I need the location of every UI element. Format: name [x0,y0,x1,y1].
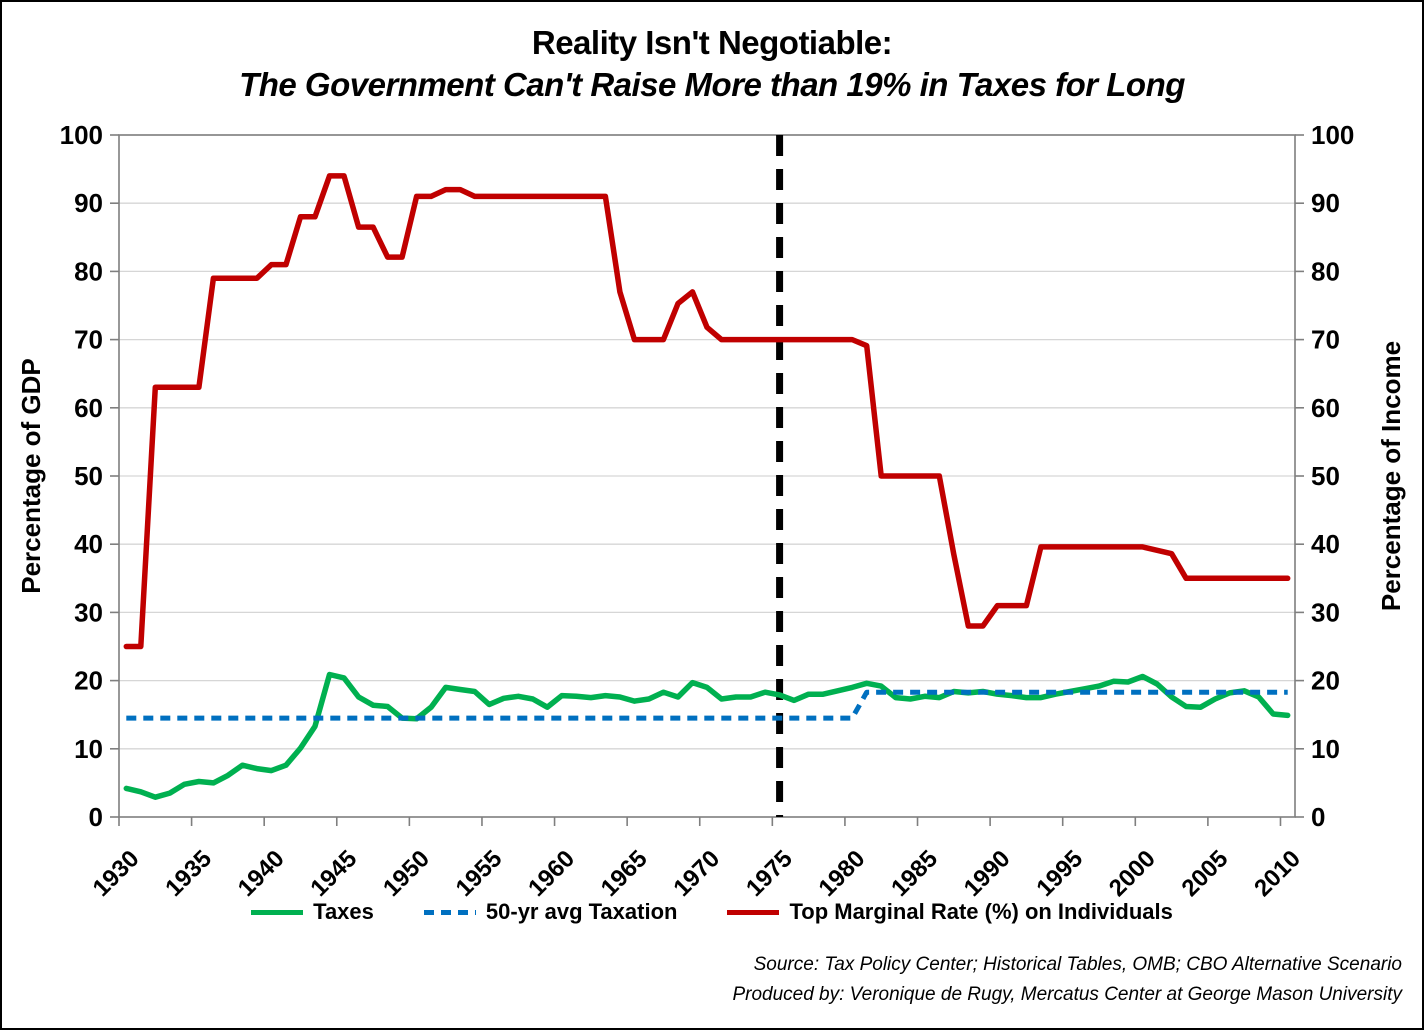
right-axis-tick-label: 20 [1311,666,1340,696]
left-axis-title: Percentage of GDP [16,358,46,594]
x-axis-tick-label: 1960 [523,845,580,902]
source-line2: Produced by: Veronique de Rugy, Mercatus… [732,984,1402,1006]
taxes-line-swatch-icon [251,909,304,915]
legend-item-top-marginal-rate: Top Marginal Rate (%) on Individuals [727,899,1173,925]
right-axis-tick-label: 50 [1311,461,1340,491]
left-axis-tick-label: 70 [74,325,103,355]
legend: Taxes 50-yr avg Taxation Top Marginal Ra… [2,899,1422,925]
series-layer [123,173,1291,800]
axis-labels-layer: 0 0 10 10 20 20 30 30 40 40 50 50 60 60 70 70 80 80 90 90 10… [60,120,1355,902]
x-axis-tick-label: 1970 [668,845,725,902]
legend-label-top-marginal-rate: Top Marginal Rate (%) on Individuals [789,899,1173,924]
x-axis-tick-label: 1965 [596,845,653,902]
x-axis-tick-label: 1930 [88,845,145,902]
x-axis-tick-label: 1945 [305,845,362,902]
avg-taxation-dashed-line-swatch-icon [423,909,476,915]
x-axis-tick-label: 1995 [1031,845,1088,902]
right-axis-tick-label: 100 [1311,120,1354,150]
right-axis-tick-label: 80 [1311,256,1340,286]
legend-item-taxes: Taxes [251,899,374,925]
legend-label-avg-taxation: 50-yr avg Taxation [485,899,678,924]
right-axis-tick-label: 40 [1311,529,1340,559]
left-axis-tick-label: 40 [74,529,103,559]
left-axis-tick-label: 0 [89,802,103,832]
x-axis-tick-label: 2005 [1177,845,1234,902]
left-axis-tick-label: 90 [74,188,103,218]
x-axis-tick-label: 1940 [233,845,290,902]
x-axis-tick-label: 1975 [741,845,798,902]
right-axis-tick-label: 90 [1311,188,1340,218]
ticks-layer [110,134,1304,826]
legend-label-taxes: Taxes [313,899,374,924]
x-axis-tick-label: 1985 [886,845,943,902]
right-axis-tick-label: 0 [1311,802,1325,832]
source-line1: Source: Tax Policy Center; Historical Ta… [753,954,1402,975]
x-axis-tick-label: 1950 [378,845,435,902]
left-axis-tick-label: 10 [74,734,103,764]
left-axis-tick-label: 60 [74,393,103,423]
chart-title-line1: Reality Isn't Negotiable: [531,24,893,61]
x-axis-tick-label: 2010 [1249,845,1306,902]
left-axis-tick-label: 100 [60,120,103,150]
right-axis-tick-label: 10 [1311,734,1340,764]
series-line-taxes [123,671,1291,800]
chart-title-line2: The Government Can't Raise More than 19%… [239,66,1185,104]
right-axis-tick-label: 70 [1311,325,1340,355]
x-axis-tick-label: 2000 [1104,845,1161,902]
top-marginal-rate-line-swatch-icon [727,909,780,915]
x-axis-tick-label: 1990 [959,845,1016,902]
right-axis-tick-label: 60 [1311,393,1340,423]
source-credits: Source: Tax Policy Center; Historical Ta… [732,950,1402,1011]
left-axis-tick-label: 80 [74,256,103,286]
series-line-50-yr-avg-taxation [126,689,1288,721]
chart-title: Reality Isn't Negotiable: The Government… [2,22,1422,106]
x-axis-tick-label: 1980 [814,845,871,902]
right-axis-tick-label: 30 [1311,597,1340,627]
series-line-top-marginal-rate-on-individuals [123,173,1291,650]
left-axis-tick-label: 50 [74,461,103,491]
x-axis-tick-label: 1935 [160,845,217,902]
left-axis-tick-label: 30 [74,597,103,627]
legend-item-avg-taxation: 50-yr avg Taxation [423,899,678,925]
x-axis-tick-label: 1955 [451,845,508,902]
left-axis-tick-label: 20 [74,666,103,696]
right-axis-title: Percentage of Income [1376,341,1406,611]
